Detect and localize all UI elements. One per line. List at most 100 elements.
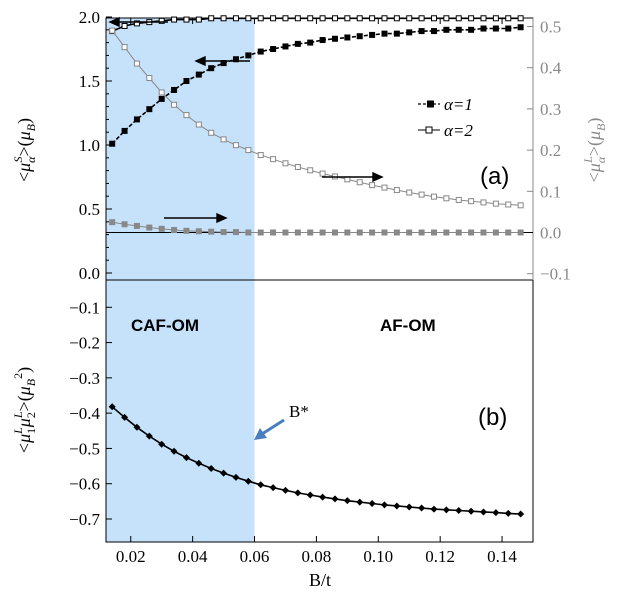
data-point	[492, 15, 499, 22]
data-point	[517, 510, 525, 518]
data-point	[480, 229, 487, 236]
data-point	[369, 182, 376, 189]
data-point	[480, 199, 487, 206]
b-tick-label: −0.3	[69, 369, 100, 388]
arrow-left-mid-head	[194, 55, 206, 67]
data-point	[418, 15, 425, 22]
data-point	[220, 469, 228, 477]
data-point	[170, 447, 178, 455]
data-point	[479, 508, 487, 516]
data-point	[195, 71, 202, 78]
data-point	[294, 40, 301, 47]
data-point	[195, 228, 202, 235]
x-tick-label: 0.10	[363, 547, 393, 566]
data-point	[443, 26, 450, 33]
data-point	[505, 201, 512, 208]
data-point	[418, 28, 425, 35]
data-point	[294, 15, 301, 22]
right-tick-label: 0.5	[540, 18, 561, 37]
x-tick-label: 0.14	[487, 547, 517, 566]
data-point	[257, 481, 265, 489]
data-point	[344, 15, 351, 22]
data-point	[232, 473, 240, 481]
data-point	[331, 15, 338, 22]
b-star-label: B*	[289, 402, 309, 421]
legend: α=1 α=2	[418, 95, 473, 140]
data-point	[331, 229, 338, 236]
data-point	[380, 501, 388, 509]
b-tick-label: −0.6	[69, 475, 100, 494]
data-point	[220, 60, 227, 67]
data-point	[182, 454, 190, 462]
data-point	[455, 507, 463, 515]
series-line-spin-2	[111, 17, 521, 32]
data-point	[418, 504, 426, 512]
data-point	[257, 152, 264, 159]
data-point	[171, 101, 178, 108]
data-point	[183, 16, 190, 23]
data-point	[121, 127, 128, 134]
data-point	[133, 20, 140, 27]
data-point	[369, 229, 376, 236]
panel-b-ylabel: <μ1Lμ2L>(μB2)	[11, 367, 38, 453]
data-point	[418, 229, 425, 236]
data-point	[517, 202, 524, 209]
data-point	[270, 15, 277, 22]
data-point	[195, 121, 202, 128]
data-point	[393, 30, 400, 37]
data-point	[171, 16, 178, 23]
data-point	[220, 136, 227, 143]
data-point	[133, 222, 140, 229]
series-line-spin-1	[111, 26, 521, 145]
data-point	[468, 229, 475, 236]
data-point	[430, 28, 437, 35]
panel-a-right-ticks: −0.1 0.0 0.1 0.2 0.3 0.4 0.5	[527, 18, 571, 284]
data-point	[294, 489, 302, 497]
data-point	[455, 26, 462, 33]
data-point	[468, 15, 475, 22]
data-point	[443, 195, 450, 202]
panel-a-right-ylabel: <μαL>(μB)	[581, 118, 608, 183]
data-point	[504, 509, 512, 517]
data-point	[393, 187, 400, 194]
data-point	[406, 229, 413, 236]
data-point	[369, 31, 376, 38]
data-point	[492, 509, 500, 517]
data-point	[232, 56, 239, 63]
data-point	[393, 502, 401, 510]
left-tick-label: 0.0	[79, 264, 100, 283]
data-point	[455, 15, 462, 22]
right-tick-label: 0.4	[540, 59, 562, 78]
svg-text:<μαL>(μB): <μαL>(μB)	[581, 118, 608, 183]
data-point	[257, 15, 264, 22]
data-point	[133, 60, 140, 67]
data-point	[480, 15, 487, 22]
data-point	[270, 156, 277, 163]
svg-text:<μ1Lμ2L>(μB2): <μ1Lμ2L>(μB2)	[11, 367, 38, 453]
data-point	[517, 229, 524, 236]
data-point	[356, 229, 363, 236]
panel-b-frame	[105, 279, 534, 543]
data-point	[208, 129, 215, 136]
panel-b-series	[108, 403, 525, 518]
data-point	[146, 75, 153, 81]
data-point	[331, 35, 338, 42]
data-point	[381, 30, 388, 37]
data-point	[183, 78, 190, 84]
b-tick-label: −0.2	[69, 334, 100, 353]
data-point	[281, 486, 289, 494]
data-point	[282, 229, 289, 236]
data-point	[356, 498, 364, 506]
data-point	[443, 229, 450, 236]
data-point	[319, 170, 326, 177]
data-point	[183, 227, 190, 234]
data-point	[356, 33, 363, 40]
right-tick-label: 0.3	[540, 100, 561, 119]
data-point	[430, 15, 437, 22]
left-tick-label: 2.0	[79, 8, 100, 27]
data-point	[443, 15, 450, 22]
data-point	[244, 477, 252, 485]
data-point	[418, 191, 425, 198]
data-point	[232, 229, 239, 236]
data-point	[381, 184, 388, 191]
